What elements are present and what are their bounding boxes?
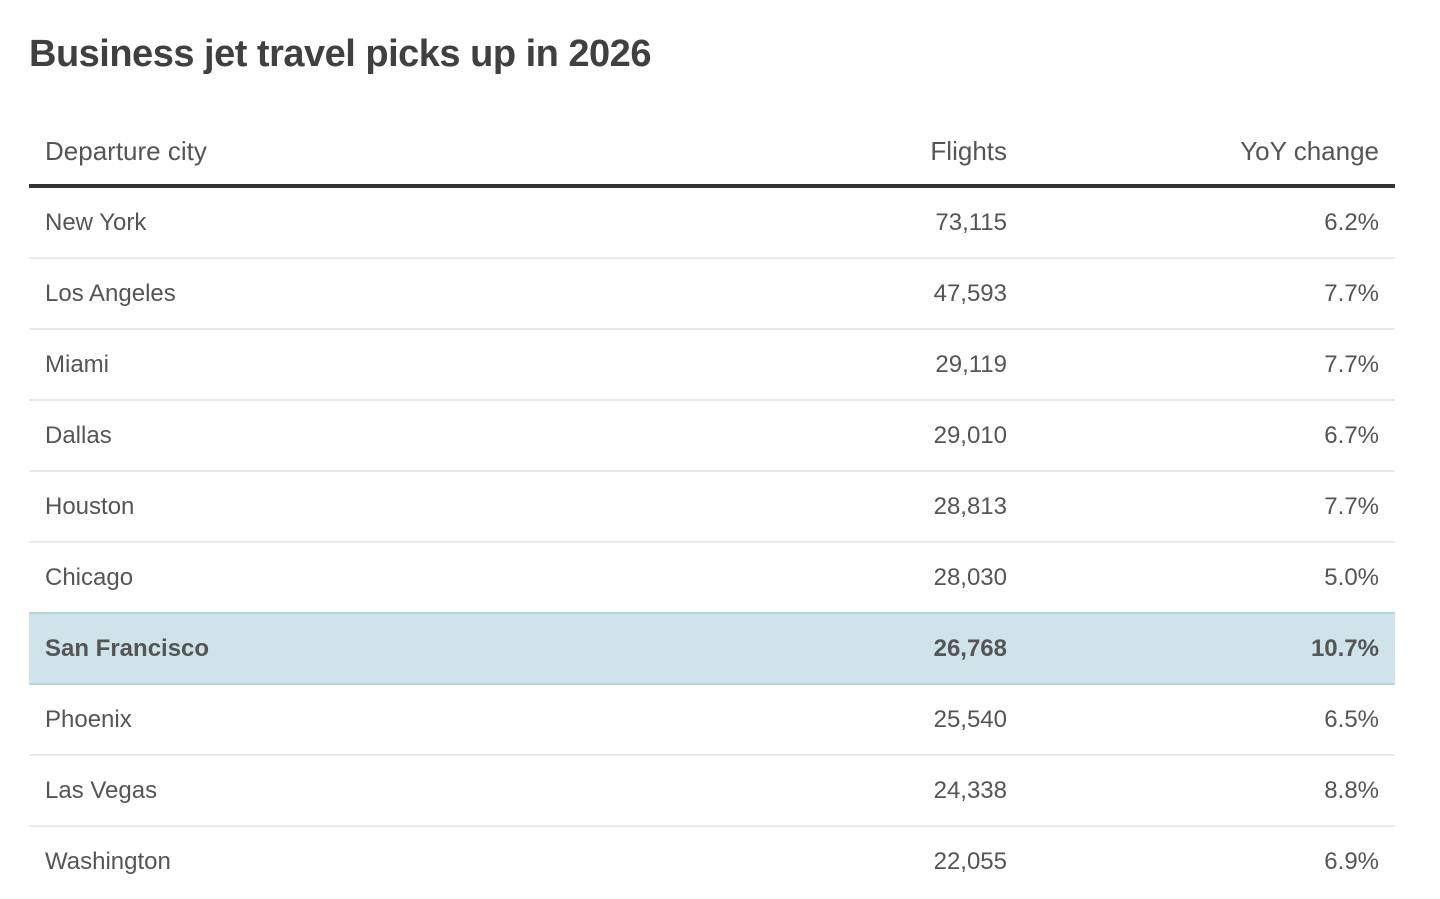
header-row: Departure city Flights YoY change xyxy=(29,118,1395,188)
cell-yoy: 6.9% xyxy=(1324,847,1379,875)
cell-flights: 29,010 xyxy=(761,400,1023,472)
cell-yoy: 10.7% xyxy=(1023,613,1395,685)
cell-city: Dallas xyxy=(29,400,761,472)
cell-city: Washington xyxy=(45,847,171,875)
cell-flights: 24,338 xyxy=(761,755,1023,827)
table-row: Houston 28,813 7.7% xyxy=(29,471,1395,543)
cell-city: Las Vegas xyxy=(29,755,761,827)
cell-flights: 73,115 xyxy=(761,186,1023,259)
cell-flights: 26,768 xyxy=(761,613,1023,685)
cell-flights: 29,119 xyxy=(761,329,1023,401)
table-row: Chicago 28,030 5.0% xyxy=(29,542,1395,614)
data-table: Departure city Flights YoY change New Yo… xyxy=(29,118,1395,896)
table-row: Washington 22,055 6.9% xyxy=(29,826,1395,896)
cell-yoy: 6.5% xyxy=(1023,684,1395,756)
table-row: Las Vegas 24,338 8.8% xyxy=(29,755,1395,827)
cell-flights: 22,055 xyxy=(933,847,1007,875)
cell-yoy: 6.7% xyxy=(1023,400,1395,472)
cell-yoy: 7.7% xyxy=(1023,329,1395,401)
cell-city: New York xyxy=(29,186,761,259)
table-row: Los Angeles 47,593 7.7% xyxy=(29,258,1395,330)
column-header-flights: Flights xyxy=(761,118,1023,188)
table-row: Dallas 29,010 6.7% xyxy=(29,400,1395,472)
table-row: Phoenix 25,540 6.5% xyxy=(29,684,1395,756)
cell-city: Phoenix xyxy=(29,684,761,756)
cell-city: Houston xyxy=(29,471,761,543)
cell-yoy: 7.7% xyxy=(1023,471,1395,543)
column-header-city: Departure city xyxy=(29,118,761,188)
table-row-highlighted: San Francisco 26,768 10.7% xyxy=(29,613,1395,685)
table-row: Miami 29,119 7.7% xyxy=(29,329,1395,401)
table-row: New York 73,115 6.2% xyxy=(29,186,1395,259)
cell-city: San Francisco xyxy=(29,613,761,685)
cell-flights: 28,813 xyxy=(761,471,1023,543)
chart-title: Business jet travel picks up in 2026 xyxy=(29,33,651,75)
cell-city: Los Angeles xyxy=(29,258,761,330)
cell-city: Chicago xyxy=(29,542,761,614)
cell-yoy: 5.0% xyxy=(1023,542,1395,614)
cell-yoy: 8.8% xyxy=(1023,755,1395,827)
cell-flights: 25,540 xyxy=(761,684,1023,756)
cell-yoy: 7.7% xyxy=(1023,258,1395,330)
cell-yoy: 6.2% xyxy=(1023,186,1395,259)
cell-city: Miami xyxy=(29,329,761,401)
column-header-yoy: YoY change xyxy=(1023,118,1395,188)
cell-flights: 28,030 xyxy=(761,542,1023,614)
table-body: New York 73,115 6.2% Los Angeles 47,593 … xyxy=(29,186,1395,896)
cell-flights: 47,593 xyxy=(761,258,1023,330)
